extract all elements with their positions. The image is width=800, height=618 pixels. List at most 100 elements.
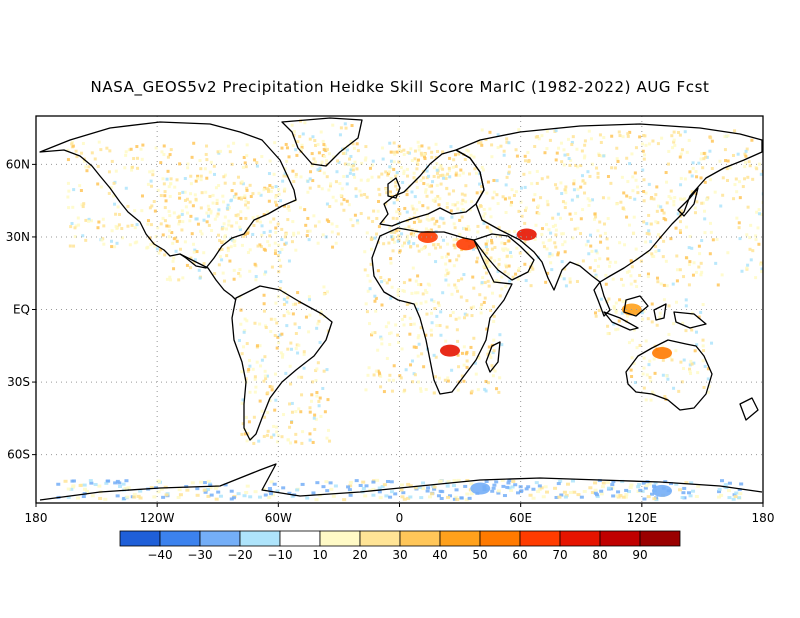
skill-cell	[669, 196, 673, 200]
skill-cell	[162, 153, 166, 157]
skill-cell	[594, 215, 598, 219]
skill-cell	[117, 223, 121, 227]
skill-cell	[220, 227, 224, 231]
skill-cell	[315, 394, 319, 398]
skill-cell	[679, 183, 683, 187]
skill-cell	[118, 212, 122, 216]
skill-cell	[72, 188, 76, 192]
skill-cell	[578, 232, 582, 236]
skill-cell	[695, 343, 699, 347]
skill-cell	[683, 130, 687, 134]
skill-cell	[494, 279, 498, 283]
skill-cell	[263, 493, 268, 497]
skill-cell	[325, 489, 330, 493]
skill-cell	[199, 206, 203, 210]
skill-cell	[331, 245, 335, 249]
skill-cell	[439, 182, 443, 186]
skill-cell	[504, 284, 508, 288]
skill-cell	[605, 237, 609, 241]
skill-cell	[310, 393, 314, 397]
skill-cell	[661, 255, 665, 259]
skill-cell	[169, 148, 173, 152]
skill-cell	[684, 481, 689, 485]
skill-cell	[297, 326, 301, 330]
skill-cell	[424, 333, 428, 337]
skill-cell	[136, 494, 141, 498]
skill-cell	[650, 390, 654, 394]
skill-cell	[226, 246, 230, 250]
skill-cell	[554, 183, 558, 187]
skill-cell	[490, 489, 495, 493]
skill-cell	[421, 487, 426, 491]
skill-cell	[282, 189, 286, 193]
skill-cell	[398, 212, 402, 216]
skill-cell	[625, 215, 629, 219]
skill-cell	[256, 215, 260, 219]
skill-cell	[79, 188, 83, 192]
skill-cell	[226, 249, 230, 253]
skill-cell	[421, 176, 425, 180]
skill-cell	[172, 256, 176, 260]
skill-cell	[448, 494, 453, 498]
skill-cell	[507, 165, 511, 169]
skill-cell	[192, 250, 196, 254]
skill-cell	[130, 223, 134, 227]
skill-cell	[436, 242, 440, 246]
skill-cell	[623, 495, 628, 499]
skill-cell	[699, 273, 703, 277]
skill-cell	[633, 171, 637, 175]
skill-cell	[107, 170, 111, 174]
skill-cell	[416, 158, 420, 162]
coast-madagascar	[485, 341, 501, 373]
skill-cell	[217, 184, 221, 188]
skill-cell	[366, 373, 370, 377]
skill-cell	[430, 333, 434, 337]
skill-cell	[348, 480, 353, 484]
skill-cell	[496, 491, 501, 495]
skill-cell	[80, 203, 84, 207]
skill-cell	[642, 220, 646, 224]
skill-cell	[690, 174, 694, 178]
skill-cell	[556, 212, 560, 216]
skill-cell	[492, 178, 496, 182]
skill-cell	[306, 190, 310, 194]
skill-cell	[375, 216, 379, 220]
skill-cell	[456, 388, 460, 392]
skill-cell	[209, 493, 214, 497]
skill-cell	[663, 480, 668, 484]
skill-cell	[452, 158, 456, 162]
skill-cell	[528, 493, 533, 497]
skill-cell	[455, 258, 459, 262]
skill-cell	[535, 169, 539, 173]
skill-cell	[326, 290, 330, 294]
skill-cell	[561, 243, 565, 247]
skill-cell	[155, 247, 159, 251]
skill-cell	[472, 155, 476, 159]
skill-cell	[177, 192, 181, 196]
skill-cell	[484, 242, 488, 246]
skill-cell	[524, 206, 528, 210]
skill-cell	[618, 134, 622, 138]
skill-cell	[151, 173, 155, 177]
skill-cell	[220, 258, 224, 262]
skill-cell	[185, 263, 189, 267]
skill-cell	[648, 359, 652, 363]
skill-cell	[244, 415, 248, 419]
skill-cell	[84, 238, 88, 242]
skill-cell	[602, 222, 606, 226]
skill-cell	[371, 480, 376, 484]
skill-cell	[236, 175, 240, 179]
skill-cell	[464, 184, 468, 188]
skill-cell	[292, 133, 296, 137]
skill-cell	[688, 170, 692, 174]
skill-cell	[262, 293, 266, 297]
skill-cell	[291, 144, 295, 148]
skill-cell	[616, 490, 621, 494]
skill-cell	[568, 277, 572, 281]
skill-cell	[264, 377, 268, 381]
skill-cell	[398, 249, 402, 253]
skill-cell	[115, 494, 120, 498]
skill-cell	[349, 218, 353, 222]
skill-cell	[474, 171, 478, 175]
skill-cell	[274, 249, 278, 253]
